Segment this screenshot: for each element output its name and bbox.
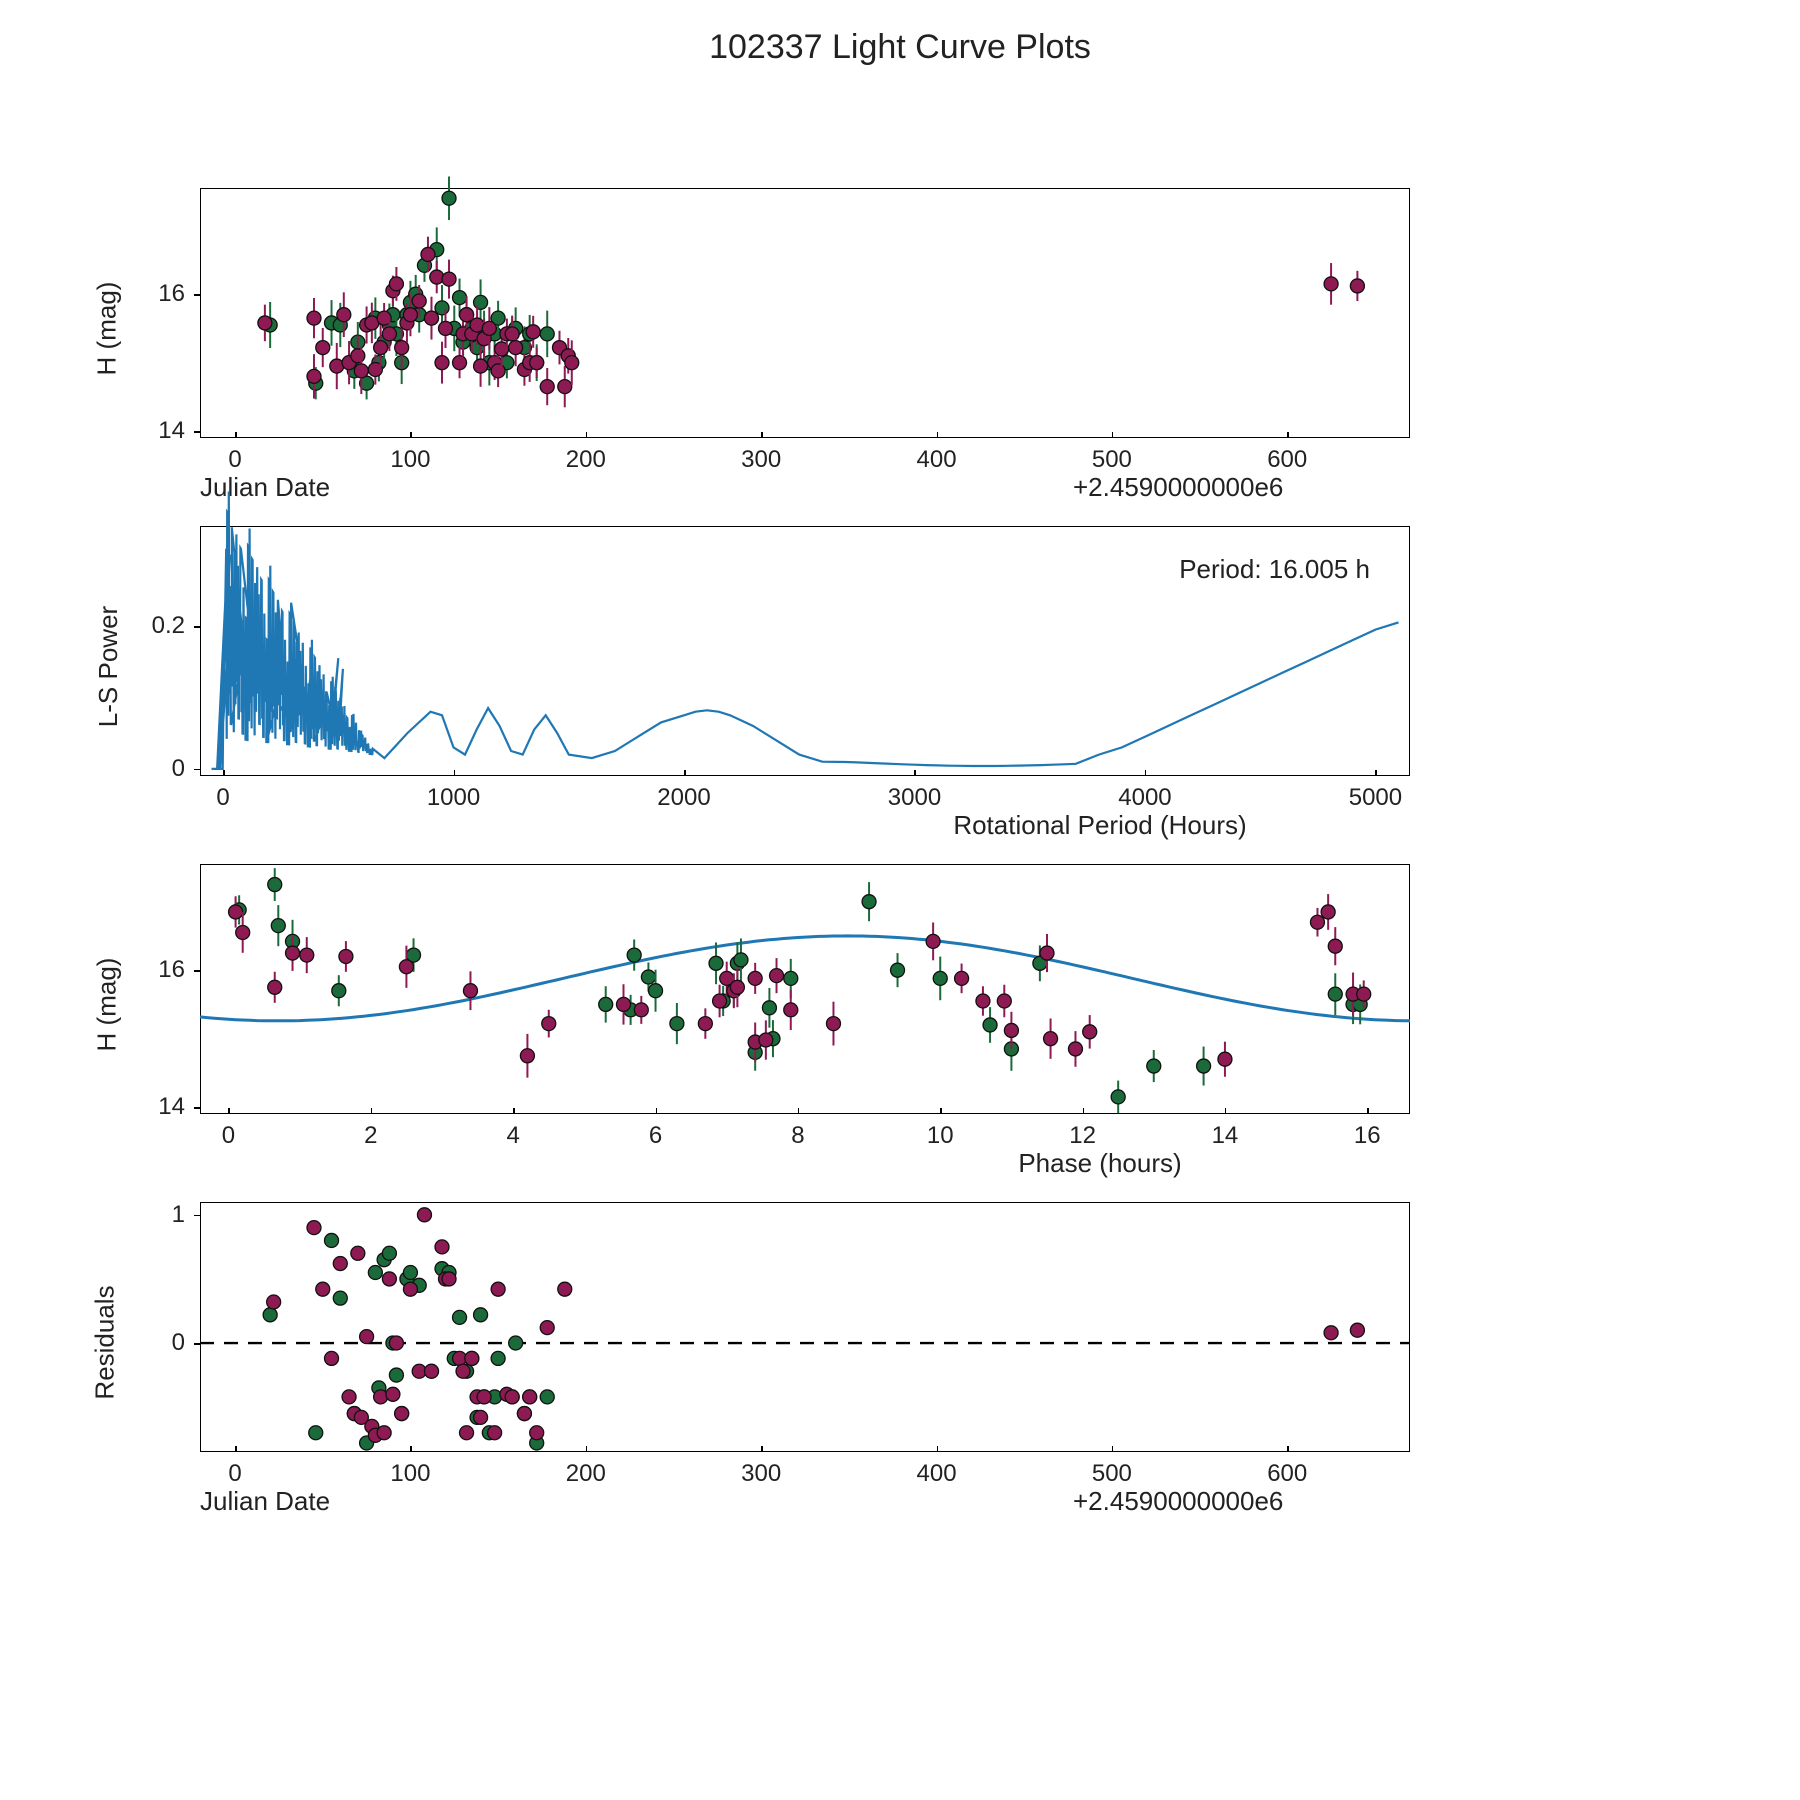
tick-label-x: 4	[506, 1122, 519, 1150]
tick-label-x: 0	[222, 1122, 235, 1150]
tick-label-y: 0	[125, 755, 185, 783]
tick-label-x: 0	[216, 784, 229, 812]
scatter-phase-mag[interactable]	[200, 864, 1410, 1114]
tick-label-x: 4000	[1118, 784, 1171, 812]
tick-label-x: 600	[1267, 446, 1307, 474]
tick-label-x: 100	[390, 446, 430, 474]
tick-label-x: 14	[1212, 1122, 1239, 1150]
panel-lightcurve-jd	[200, 188, 1410, 438]
tick-label-x: 10	[927, 1122, 954, 1150]
tick-label-x: 300	[741, 446, 781, 474]
tick-label-y: 0.2	[125, 612, 185, 640]
tick-label-x: 0	[228, 446, 241, 474]
tick-label-x: 5000	[1349, 784, 1402, 812]
tick-label-x: 2000	[657, 784, 710, 812]
tick-label-y: 0	[125, 1329, 185, 1357]
tick-label-y: 1	[125, 1201, 185, 1229]
tick-label-x: 300	[741, 1460, 781, 1488]
tick-label-x: 200	[566, 446, 606, 474]
tick-label-x: 8	[791, 1122, 804, 1150]
scatter-jd-mag[interactable]	[200, 188, 1410, 438]
tick-label-x: 500	[1092, 1460, 1132, 1488]
tick-label-x: 12	[1069, 1122, 1096, 1150]
page-title: 102337 Light Curve Plots	[0, 28, 1800, 67]
panel2-ylabel: L-S Power	[93, 606, 124, 727]
tick-label-x: 0	[228, 1460, 241, 1488]
panel4-ylabel: Residuals	[90, 1285, 121, 1399]
period-annotation: Period: 16.005 h	[1179, 554, 1370, 585]
panel1-ylabel: H (mag)	[91, 282, 122, 376]
tick-label-x: 1000	[427, 784, 480, 812]
tick-label-x: 100	[390, 1460, 430, 1488]
panel4-xlabel: Julian Date	[200, 1486, 330, 1517]
panel-phase-folded	[200, 864, 1410, 1114]
panel3-xlabel: Phase (hours)	[200, 1148, 1800, 1179]
panel2-xlabel: Rotational Period (Hours)	[200, 810, 1800, 841]
figure-root: 102337 Light Curve Plots H (mag) Julian …	[0, 0, 1800, 1800]
tick-label-y: 16	[125, 280, 185, 308]
panel-periodogram: Period: 16.005 h	[200, 526, 1410, 776]
panel1-xlabel: Julian Date	[200, 472, 330, 503]
tick-label-y: 14	[125, 1093, 185, 1121]
tick-label-y: 16	[125, 956, 185, 984]
scatter-residuals[interactable]	[200, 1202, 1410, 1452]
panel3-ylabel: H (mag)	[91, 958, 122, 1052]
tick-label-x: 400	[916, 1460, 956, 1488]
tick-label-x: 500	[1092, 446, 1132, 474]
tick-label-x: 600	[1267, 1460, 1307, 1488]
panel4-xlabel-suffix: +2.4590000000e6	[1073, 1486, 1283, 1517]
tick-label-x: 3000	[888, 784, 941, 812]
tick-label-x: 6	[649, 1122, 662, 1150]
panel-residuals	[200, 1202, 1410, 1452]
tick-label-x: 16	[1354, 1122, 1381, 1150]
panel1-xlabel-suffix: +2.4590000000e6	[1073, 472, 1283, 503]
tick-label-x: 200	[566, 1460, 606, 1488]
tick-label-x: 2	[364, 1122, 377, 1150]
tick-label-x: 400	[916, 446, 956, 474]
tick-label-y: 14	[125, 417, 185, 445]
